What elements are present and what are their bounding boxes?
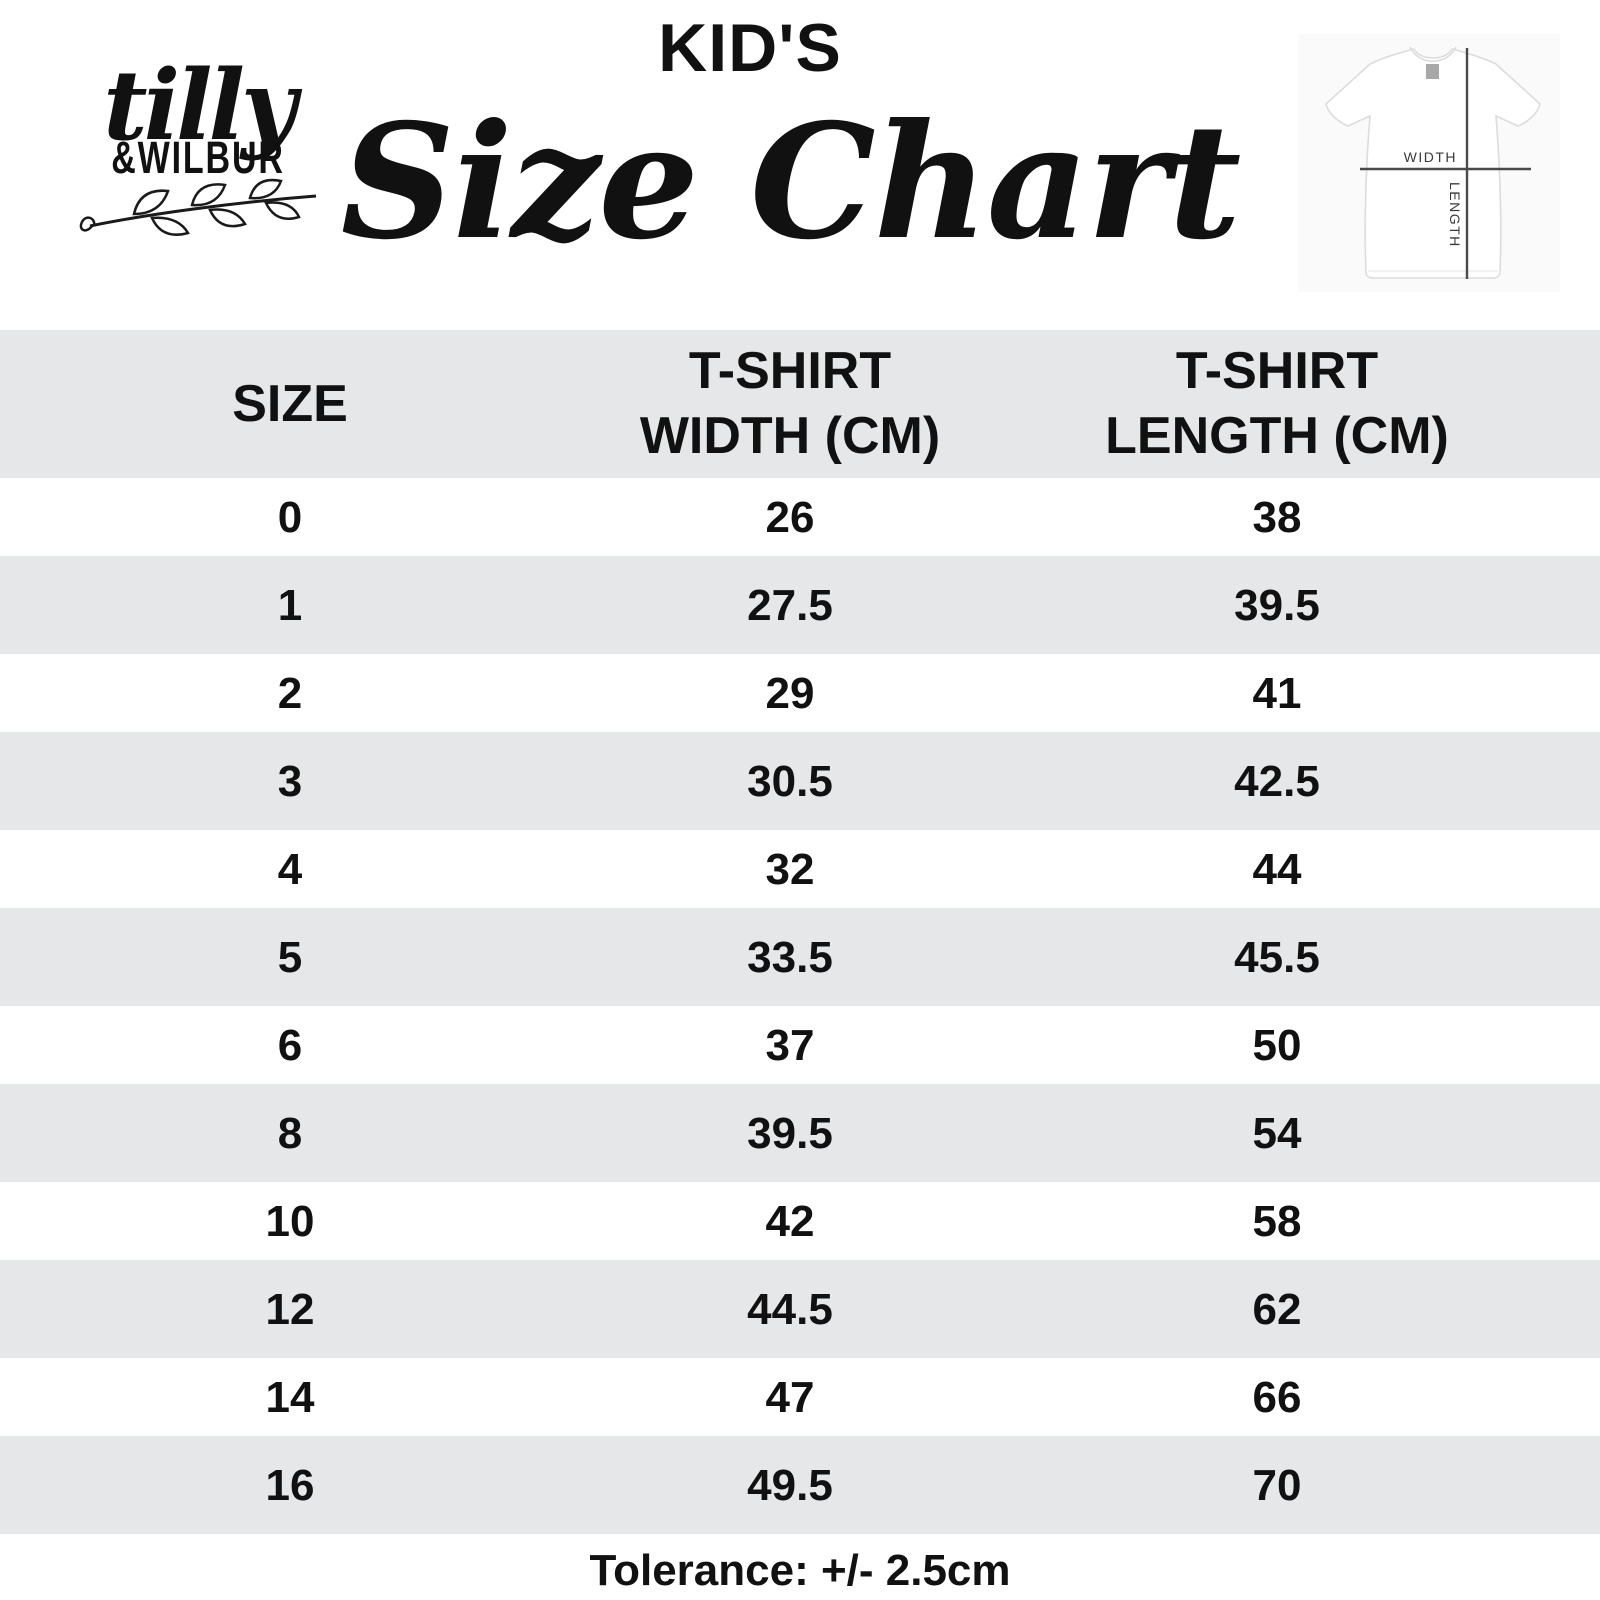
cell-size: 1 (277, 580, 303, 630)
cell-length-cm: 44 (1252, 844, 1302, 894)
cell-width-cm: 26 (765, 492, 815, 542)
cell-length-cm: 50 (1252, 1020, 1302, 1070)
length-label: LENGTH (1447, 182, 1463, 248)
table-row: 3 30.5 42.5 (0, 732, 1600, 830)
cell-length-cm: 62 (1252, 1284, 1302, 1334)
cell-size: 14 (265, 1372, 315, 1422)
table-row: 4 32 44 (0, 830, 1600, 908)
cell-width-cm: 49.5 (747, 1460, 833, 1510)
table-row: 10 42 58 (0, 1182, 1600, 1260)
cell-width-cm: 42 (765, 1196, 815, 1246)
cell-length-cm: 38 (1252, 492, 1302, 542)
table-row: 12 44.5 62 (0, 1260, 1600, 1358)
cell-width-cm: 47 (765, 1372, 815, 1422)
table-row: 6 37 50 (0, 1006, 1600, 1084)
brand-name-script: tilly (103, 49, 297, 162)
page-title: Size Chart (340, 90, 1242, 275)
brand-name-caps: &WILBUR (111, 132, 285, 183)
tolerance-note: Tolerance: +/- 2.5cm (589, 1546, 1011, 1595)
width-label: WIDTH (1404, 149, 1457, 165)
table-row: 14 47 66 (0, 1358, 1600, 1436)
cell-size: 2 (277, 668, 303, 718)
column-header-length: T-SHIRT LENGTH (CM) (1105, 342, 1449, 465)
cell-width-cm: 29 (765, 668, 815, 718)
cell-size: 16 (265, 1460, 315, 1510)
cell-length-cm: 41 (1252, 668, 1302, 718)
title-kicker: KID'S (658, 10, 842, 86)
cell-width-cm: 30.5 (747, 756, 833, 806)
cell-width-cm: 33.5 (747, 932, 833, 982)
cell-length-cm: 54 (1252, 1108, 1302, 1158)
cell-width-cm: 27.5 (747, 580, 833, 630)
cell-length-cm: 45.5 (1234, 932, 1320, 982)
tshirt-icon: WIDTH LENGTH (1325, 46, 1541, 279)
cell-size: 3 (277, 756, 303, 806)
laurel-branch-icon (79, 178, 317, 236)
cell-size: 5 (277, 932, 303, 982)
neck-label (1426, 64, 1439, 79)
cell-width-cm: 39.5 (747, 1108, 833, 1158)
cell-width-cm: 44.5 (747, 1284, 833, 1334)
cell-length-cm: 42.5 (1234, 756, 1320, 806)
table-row: 8 39.5 54 (0, 1084, 1600, 1182)
cell-size: 4 (277, 844, 303, 894)
tshirt-measurement-diagram: WIDTH LENGTH (1298, 34, 1560, 292)
table-row: 2 29 41 (0, 654, 1600, 732)
size-table: SIZE T-SHIRT WIDTH (CM) T-SHIRT LENGTH (… (0, 330, 1600, 1534)
cell-size: 8 (277, 1108, 303, 1158)
cell-length-cm: 70 (1252, 1460, 1302, 1510)
table-row: 5 33.5 45.5 (0, 908, 1600, 1006)
cell-width-cm: 32 (765, 844, 815, 894)
table-row: 16 49.5 70 (0, 1436, 1600, 1534)
brand-logo: tilly &WILBUR (64, 49, 332, 242)
cell-size: 6 (277, 1020, 303, 1070)
cell-size: 10 (265, 1196, 315, 1246)
table-body: 0 26 38 1 27.5 39.5 2 29 41 3 30.5 42.5 4 32 44 5 33.5 45… (0, 478, 1600, 1534)
cell-size: 12 (265, 1284, 315, 1334)
cell-length-cm: 58 (1252, 1196, 1302, 1246)
table-row: 1 27.5 39.5 (0, 556, 1600, 654)
cell-size: 0 (277, 492, 303, 542)
cell-length-cm: 66 (1252, 1372, 1302, 1422)
cell-width-cm: 37 (765, 1020, 815, 1070)
table-row: 0 26 38 (0, 478, 1600, 556)
column-header-width: T-SHIRT WIDTH (CM) (639, 342, 941, 465)
column-header-size: SIZE (232, 374, 348, 433)
cell-length-cm: 39.5 (1234, 580, 1320, 630)
table-header-row: SIZE T-SHIRT WIDTH (CM) T-SHIRT LENGTH (… (0, 330, 1600, 478)
